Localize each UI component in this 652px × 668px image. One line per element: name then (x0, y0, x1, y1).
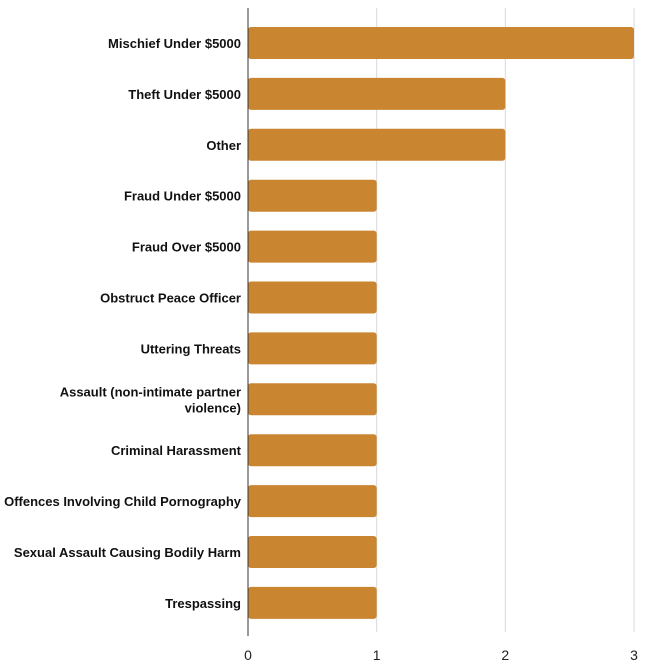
category-label: Obstruct Peace Officer (100, 291, 241, 306)
category-label-line: Other (206, 138, 241, 153)
bar (248, 586, 377, 619)
category-labels: Mischief Under $5000 Theft Under $5000 Oth… (4, 36, 242, 611)
category-label-line: Sexual Assault Causing Bodily Harm (14, 545, 241, 560)
x-tick-label: 3 (630, 647, 638, 663)
category-label: Criminal Harassment (111, 443, 242, 458)
bar (248, 128, 506, 161)
category-label-line: Offences Involving Child Pornography (4, 494, 242, 509)
category-label-line: violence) (185, 400, 241, 415)
category-label-line: Criminal Harassment (111, 443, 242, 458)
bar (248, 536, 377, 568)
category-label: Mischief Under $5000 (108, 36, 241, 51)
category-label-line: Obstruct Peace Officer (100, 291, 241, 306)
bar (248, 383, 377, 416)
category-label-line: Theft Under $5000 (128, 87, 241, 102)
category-label: Fraud Under $5000 (124, 189, 241, 204)
category-label-line: Trespassing (165, 596, 241, 611)
category-label-line: Assault (non-intimate partner (60, 384, 241, 399)
category-label: Theft Under $5000 (128, 87, 241, 102)
bar (248, 281, 377, 314)
bar (248, 27, 634, 59)
bar (248, 179, 377, 212)
bar (248, 77, 506, 110)
category-label-line: Fraud Under $5000 (124, 189, 241, 204)
category-label-line: Mischief Under $5000 (108, 36, 241, 51)
bars (248, 27, 634, 619)
category-label: Trespassing (165, 596, 241, 611)
category-label-line: Uttering Threats (141, 341, 241, 356)
x-axis-ticks: 0 1 2 3 (244, 647, 638, 663)
x-tick-label: 0 (244, 647, 252, 663)
category-label: Fraud Over $5000 (132, 240, 241, 255)
category-label-line: Fraud Over $5000 (132, 240, 241, 255)
category-label: Assault (non-intimate partner violence) (60, 384, 241, 415)
category-label: Sexual Assault Causing Bodily Harm (14, 545, 241, 560)
category-label: Other (206, 138, 241, 153)
x-tick-label: 1 (373, 647, 381, 663)
gridlines (376, 8, 635, 632)
bar (248, 434, 377, 467)
x-tick-label: 2 (501, 647, 509, 663)
category-label: Uttering Threats (141, 341, 241, 356)
bar (248, 230, 377, 263)
bar (248, 332, 377, 365)
bar (248, 485, 377, 518)
category-label: Offences Involving Child Pornography (4, 494, 242, 509)
